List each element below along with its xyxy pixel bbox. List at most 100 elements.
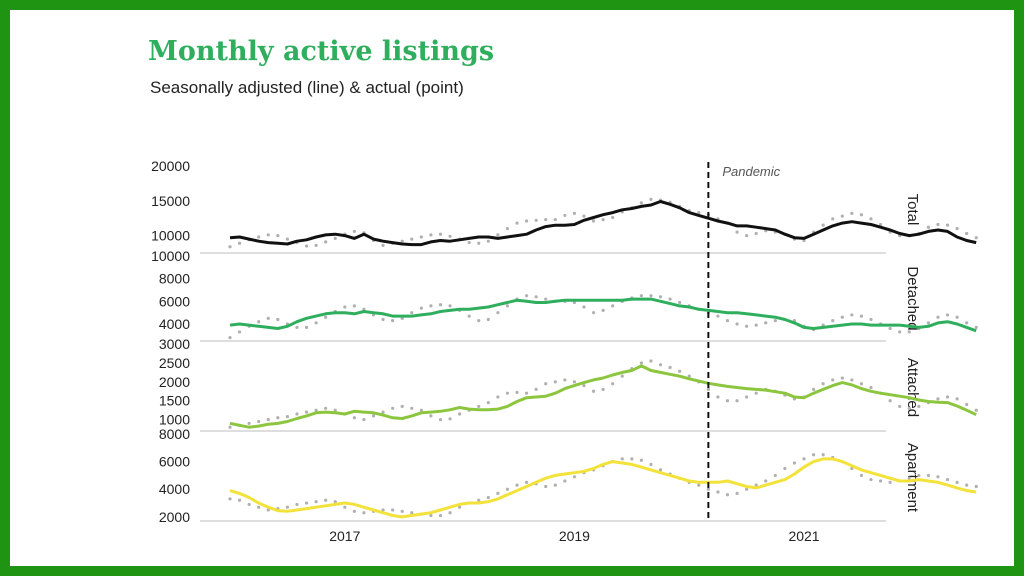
actual-point	[591, 311, 596, 315]
actual-point	[936, 475, 940, 479]
actual-point	[257, 320, 261, 324]
actual-point	[859, 382, 864, 386]
actual-point	[333, 408, 337, 412]
actual-point	[754, 483, 758, 487]
actual-point	[448, 417, 452, 421]
actual-point	[936, 315, 940, 319]
actual-point	[735, 491, 739, 495]
actual-point	[304, 501, 309, 505]
actual-point	[295, 412, 299, 416]
actual-point	[524, 294, 529, 298]
actual-point	[582, 384, 586, 388]
actual-point	[639, 361, 643, 365]
adjusted-line	[229, 200, 977, 247]
actual-point	[429, 233, 433, 237]
actual-point	[505, 304, 510, 308]
actual-point	[907, 406, 911, 410]
actual-point	[754, 391, 758, 395]
actual-point	[496, 233, 500, 237]
actual-point	[974, 408, 978, 412]
actual-point	[496, 311, 500, 315]
actual-point	[505, 487, 510, 491]
actual-point	[926, 473, 931, 478]
y-tick-label: 8000	[159, 426, 190, 442]
actual-point	[486, 239, 490, 243]
actual-point	[572, 475, 577, 479]
actual-point	[591, 389, 596, 393]
actual-point	[496, 491, 500, 495]
actual-point	[735, 322, 739, 326]
actual-point	[276, 416, 280, 420]
actual-point	[314, 500, 318, 504]
y-tick-label: 4000	[159, 481, 190, 497]
actual-point	[668, 297, 672, 301]
actual-point	[333, 500, 337, 504]
actual-point	[926, 225, 931, 229]
adjusted-line	[229, 457, 977, 519]
actual-point	[869, 477, 873, 482]
y-tick-label: 10000	[151, 248, 190, 264]
y-tick-label: 2000	[159, 509, 190, 525]
actual-point	[859, 314, 864, 318]
actual-point	[324, 498, 328, 502]
actual-point	[237, 241, 242, 245]
actual-point	[840, 315, 844, 319]
actual-point	[840, 214, 844, 218]
actual-point	[620, 457, 624, 461]
actual-point	[486, 317, 490, 322]
actual-point	[266, 508, 270, 512]
actual-point	[381, 243, 385, 247]
actual-point	[247, 502, 251, 507]
actual-point	[773, 473, 777, 478]
actual-point	[831, 378, 835, 382]
actual-point	[697, 483, 701, 487]
actual-point	[371, 414, 376, 418]
actual-point	[898, 404, 902, 409]
actual-point	[965, 231, 969, 236]
actual-point	[228, 425, 232, 429]
actual-point	[821, 223, 825, 227]
actual-point	[400, 404, 404, 409]
actual-point	[343, 505, 347, 509]
actual-point	[563, 378, 567, 382]
actual-point	[410, 237, 414, 241]
actual-point	[410, 311, 414, 315]
actual-point	[601, 308, 605, 312]
actual-point	[869, 317, 873, 322]
actual-point	[295, 502, 299, 507]
actual-point	[658, 295, 663, 299]
actual-point	[515, 221, 519, 225]
actual-point	[965, 321, 969, 325]
actual-point	[448, 304, 452, 308]
actual-point	[859, 213, 864, 217]
actual-point	[687, 374, 691, 378]
actual-point	[314, 408, 318, 412]
actual-point	[926, 321, 931, 325]
y-tick-label: 1500	[159, 393, 190, 409]
actual-point	[391, 406, 395, 410]
actual-point	[974, 236, 978, 240]
actual-point	[888, 480, 892, 484]
pandemic-label: Pandemic	[722, 164, 780, 179]
y-tick-label: 6000	[159, 454, 190, 470]
actual-point	[419, 408, 423, 412]
actual-point	[304, 410, 309, 414]
actual-point	[898, 330, 902, 334]
actual-point	[524, 480, 529, 484]
y-tick-label: 1000	[159, 412, 190, 428]
actual-point	[658, 468, 663, 472]
actual-point	[438, 303, 443, 307]
actual-point	[228, 336, 232, 340]
actual-point	[553, 217, 557, 222]
y-tick-label: 10000	[151, 228, 190, 244]
actual-point	[505, 391, 510, 395]
actual-point	[419, 235, 423, 239]
actual-point	[639, 458, 643, 462]
actual-point	[544, 484, 548, 489]
actual-point	[381, 410, 385, 414]
actual-point	[945, 395, 950, 399]
panel-label: Total	[904, 194, 921, 226]
actual-point	[649, 294, 653, 298]
actual-point	[391, 319, 395, 323]
actual-point	[630, 457, 634, 461]
